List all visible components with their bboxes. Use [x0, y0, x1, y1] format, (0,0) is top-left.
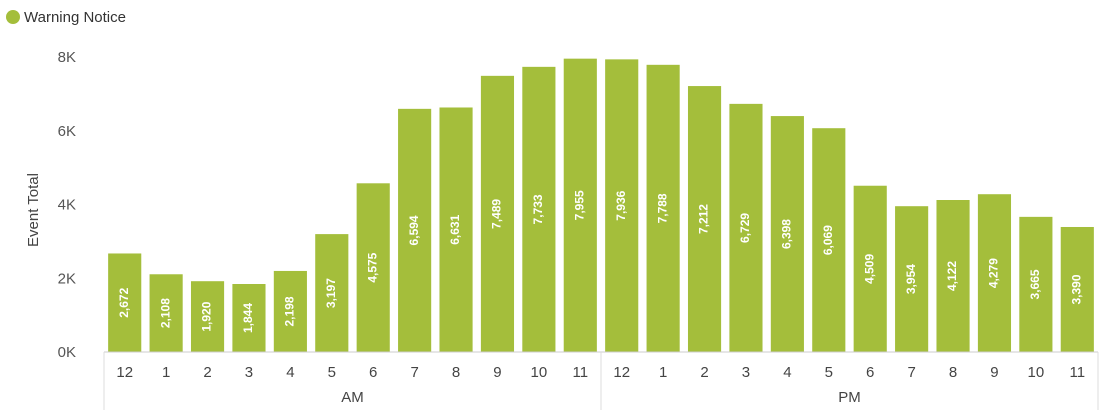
- legend-swatch: [6, 10, 20, 24]
- bar: [149, 274, 183, 352]
- bar-value-label: 7,788: [655, 193, 669, 223]
- x-tick-label: 12: [116, 364, 133, 381]
- bar: [812, 128, 846, 352]
- x-tick-label: 5: [825, 364, 833, 381]
- bar: [398, 108, 432, 352]
- bar-value-label: 6,398: [780, 219, 794, 249]
- x-tick-label: 1: [659, 364, 667, 381]
- bar-value-label: 3,665: [1028, 269, 1042, 299]
- legend-label: Warning Notice: [24, 8, 126, 26]
- bar-value-label: 2,672: [117, 287, 131, 317]
- bar: [108, 253, 142, 352]
- bar: [273, 270, 307, 352]
- bar-labels: 2,672 2,108 1,920 1,844 2,198 3,197 4,575 6,594…: [117, 190, 1084, 333]
- y-tick-label: 8K: [58, 49, 76, 66]
- bar: [895, 206, 929, 352]
- x-tick-label: 10: [531, 364, 548, 381]
- bar-value-label: 6,594: [407, 215, 421, 245]
- x-tick-label: 7: [907, 364, 915, 381]
- x-tick-label: 5: [328, 364, 336, 381]
- x-tick-label: 12: [613, 364, 630, 381]
- bar-value-label: 6,729: [738, 213, 752, 243]
- bar-value-label: 2,198: [283, 296, 297, 326]
- bar-value-label: 7,955: [572, 190, 586, 220]
- bar: [232, 284, 266, 352]
- x-tick-label: 8: [452, 364, 460, 381]
- bar: [522, 66, 556, 352]
- x-tick-label: 7: [410, 364, 418, 381]
- bar-value-label: 3,954: [904, 264, 918, 294]
- bar: [729, 103, 763, 352]
- bar-value-label: 3,390: [1069, 274, 1083, 304]
- bars: [108, 58, 1094, 353]
- bar-value-label: 7,212: [697, 204, 711, 234]
- bar-value-label: 6,069: [821, 225, 835, 255]
- x-tick-label: 4: [783, 364, 791, 381]
- x-tick-label: 2: [700, 364, 708, 381]
- y-tick-label: 4K: [58, 197, 76, 214]
- x-tick-label: 4: [286, 364, 294, 381]
- bar-value-label: 4,122: [945, 261, 959, 291]
- x-tick-label: 6: [866, 364, 874, 381]
- bar: [315, 234, 349, 352]
- x-tick-label: 11: [573, 364, 589, 381]
- bar-value-label: 7,936: [614, 190, 628, 220]
- x-tick-label: 9: [493, 364, 501, 381]
- bar-value-label: 4,575: [365, 252, 379, 282]
- bar: [687, 86, 722, 353]
- bar-value-label: 6,631: [448, 214, 462, 244]
- bar: [1019, 216, 1053, 352]
- bar-value-label: 2,108: [158, 298, 172, 328]
- bar-value-label: 1,844: [241, 303, 255, 333]
- bar: [439, 107, 473, 352]
- y-tick-label: 6K: [58, 123, 76, 140]
- x-group-label: AM: [341, 389, 364, 406]
- x-tick-label: 3: [742, 364, 750, 381]
- bar: [853, 185, 887, 352]
- bar-value-label: 7,733: [531, 194, 545, 224]
- y-tick-label: 0K: [58, 344, 76, 361]
- x-tick-label: 2: [203, 364, 211, 381]
- y-axis: 0K 2K 4K 6K 8K: [58, 49, 76, 361]
- bar-value-label: 7,489: [490, 199, 504, 229]
- y-tick-label: 2K: [58, 270, 76, 287]
- bar: [1060, 226, 1094, 352]
- y-axis-label: Event Total: [25, 173, 42, 247]
- x-group-label: PM: [838, 389, 861, 406]
- bar-value-label: 4,509: [862, 254, 876, 284]
- bar: [646, 64, 680, 352]
- bar: [480, 75, 515, 352]
- bar: [356, 183, 390, 352]
- bar-value-label: 1,920: [200, 301, 214, 331]
- x-tick-label: 11: [1070, 364, 1086, 381]
- x-tick-label: 1: [162, 364, 170, 381]
- bar: [605, 59, 639, 353]
- bar-value-label: 3,197: [324, 278, 338, 308]
- bar: [977, 194, 1012, 352]
- bar-value-label: 4,279: [987, 258, 1001, 288]
- legend: Warning Notice: [6, 6, 126, 28]
- x-tick-label: 10: [1028, 364, 1045, 381]
- x-tick-label: 9: [990, 364, 998, 381]
- bar: [936, 200, 970, 352]
- bar: [770, 116, 804, 352]
- x-tick-label: 6: [369, 364, 377, 381]
- x-tick-label: 3: [245, 364, 253, 381]
- bar: [190, 281, 225, 352]
- x-tick-label: 8: [949, 364, 957, 381]
- bar: [563, 58, 597, 353]
